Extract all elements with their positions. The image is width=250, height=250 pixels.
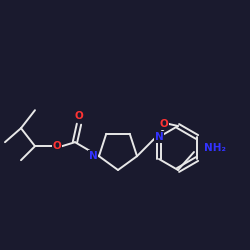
Text: O: O	[52, 141, 61, 151]
Text: O: O	[160, 119, 168, 129]
Text: NH₂: NH₂	[204, 143, 226, 153]
Text: O: O	[74, 111, 83, 121]
Text: N: N	[154, 132, 163, 142]
Text: N: N	[88, 151, 97, 161]
